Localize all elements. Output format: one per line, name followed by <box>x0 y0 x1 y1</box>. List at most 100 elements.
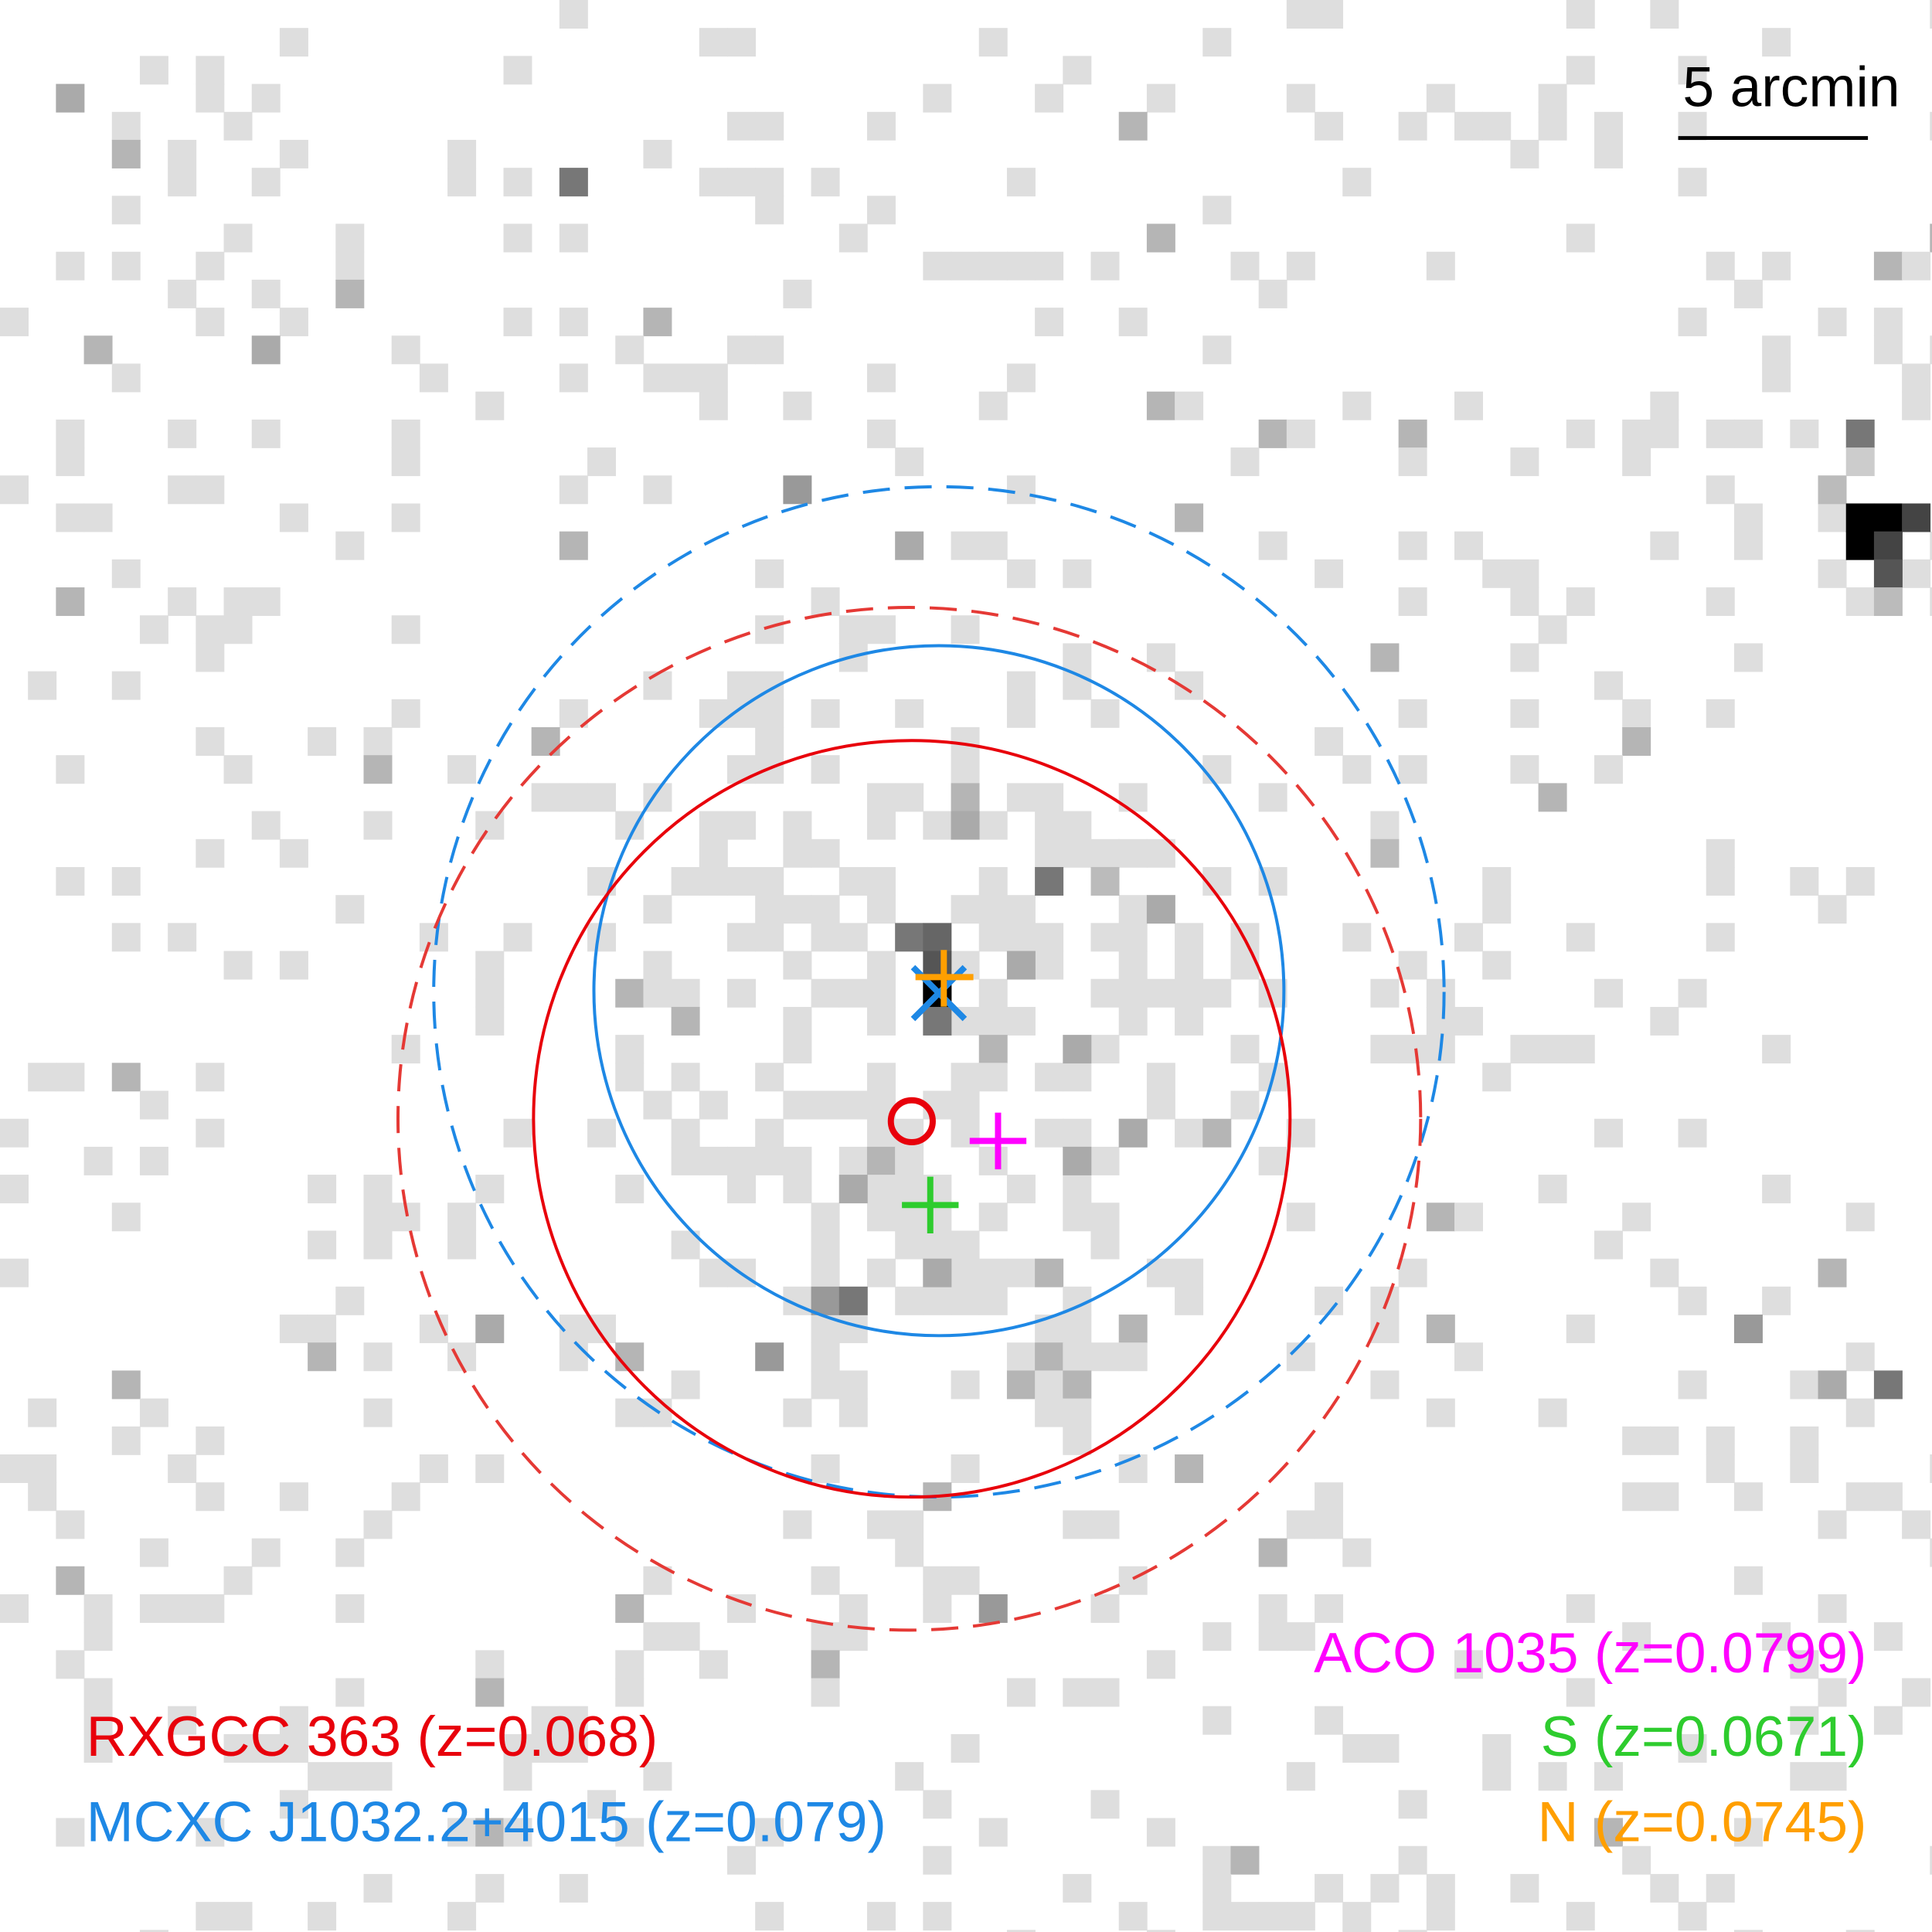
pixel <box>1063 56 1092 85</box>
pixel <box>1650 419 1679 448</box>
pixel <box>308 1762 337 1791</box>
pixel <box>1873 587 1903 617</box>
pixel <box>503 1818 532 1847</box>
pixel <box>1006 168 1036 197</box>
pixel <box>363 1510 393 1539</box>
pixel <box>951 1733 980 1763</box>
pixel <box>643 1762 672 1791</box>
pixel <box>1482 951 1512 980</box>
pixel <box>978 811 1008 840</box>
pixel <box>1230 951 1260 980</box>
pixel <box>1454 391 1484 420</box>
pixel <box>615 1342 645 1372</box>
pixel <box>1342 1902 1372 1931</box>
pixel <box>1650 531 1679 560</box>
pixel <box>615 1678 645 1707</box>
pixel <box>1258 419 1287 448</box>
pixel <box>643 1622 672 1651</box>
pixel <box>1146 391 1175 420</box>
pixel <box>111 363 141 393</box>
pixel <box>951 1063 980 1092</box>
pixel <box>1063 1175 1092 1204</box>
pixel <box>475 1454 505 1484</box>
pixel <box>363 1873 393 1903</box>
pixel <box>0 1175 29 1204</box>
pixel <box>1258 531 1287 560</box>
pixel <box>755 895 784 924</box>
pixel <box>447 1202 477 1232</box>
pixel <box>1202 1845 1232 1875</box>
pixel <box>1426 1202 1455 1232</box>
pixel <box>978 1818 1008 1847</box>
pixel <box>1175 923 1204 952</box>
pixel <box>951 1454 980 1484</box>
pixel <box>1510 587 1539 617</box>
pixel <box>1566 1902 1595 1931</box>
pixel <box>503 923 532 952</box>
pixel <box>1566 223 1595 253</box>
pixel <box>1873 251 1903 281</box>
pixel <box>1790 1454 1819 1484</box>
pixel <box>755 699 784 728</box>
pixel <box>699 1090 728 1120</box>
magenta-plus-marker <box>969 1112 1027 1170</box>
pixel <box>755 559 784 588</box>
pixel <box>838 923 868 952</box>
pixel <box>1845 1930 1875 1932</box>
pixel <box>279 308 308 337</box>
pixel <box>168 587 197 617</box>
pixel <box>559 363 588 393</box>
pixel <box>1426 1873 1455 1903</box>
pixel <box>447 1818 477 1847</box>
pixel <box>783 1175 812 1204</box>
pixel <box>139 1146 168 1175</box>
pixel <box>1146 223 1175 253</box>
pixel <box>1315 1286 1344 1315</box>
pixel <box>0 1118 29 1148</box>
pixel <box>951 755 980 784</box>
pixel <box>1398 951 1427 980</box>
pixel <box>783 1090 812 1120</box>
pixel <box>978 531 1008 560</box>
pixel <box>1845 1482 1875 1512</box>
pixel <box>1175 1258 1204 1287</box>
pixel <box>251 1733 281 1763</box>
pixel <box>727 1175 756 1204</box>
pixel <box>1538 615 1567 645</box>
pixel <box>1063 1370 1092 1400</box>
pixel <box>1873 335 1903 365</box>
pixel <box>1035 251 1064 281</box>
pixel <box>335 1594 365 1623</box>
pixel <box>1510 699 1539 728</box>
pixel <box>1006 1370 1036 1400</box>
pixel <box>1063 1035 1092 1064</box>
pixel <box>895 1175 924 1204</box>
pixel <box>1930 1845 1932 1875</box>
pixel <box>223 587 253 617</box>
pixel <box>838 1286 868 1315</box>
pixel <box>1090 923 1120 952</box>
pixel <box>1762 28 1791 57</box>
pixel <box>699 168 728 197</box>
pixel <box>978 1006 1008 1036</box>
pixel <box>1706 1426 1735 1455</box>
pixel <box>1035 951 1064 980</box>
pixel <box>1370 1286 1400 1315</box>
pixel <box>168 1594 197 1623</box>
pixel <box>111 196 141 225</box>
pixel <box>1594 1118 1623 1148</box>
pixel <box>1006 1342 1036 1372</box>
pixel <box>1790 1762 1819 1791</box>
pixel <box>1202 196 1232 225</box>
pixel <box>1790 1370 1819 1400</box>
pixel <box>56 251 85 281</box>
pixel <box>1398 419 1427 448</box>
pixel <box>866 1146 896 1175</box>
pixel <box>1706 251 1735 281</box>
pixel <box>475 1315 505 1344</box>
pixel <box>531 783 560 812</box>
pixel <box>951 1258 980 1287</box>
pixel <box>1594 1230 1623 1260</box>
pixel <box>895 923 924 952</box>
